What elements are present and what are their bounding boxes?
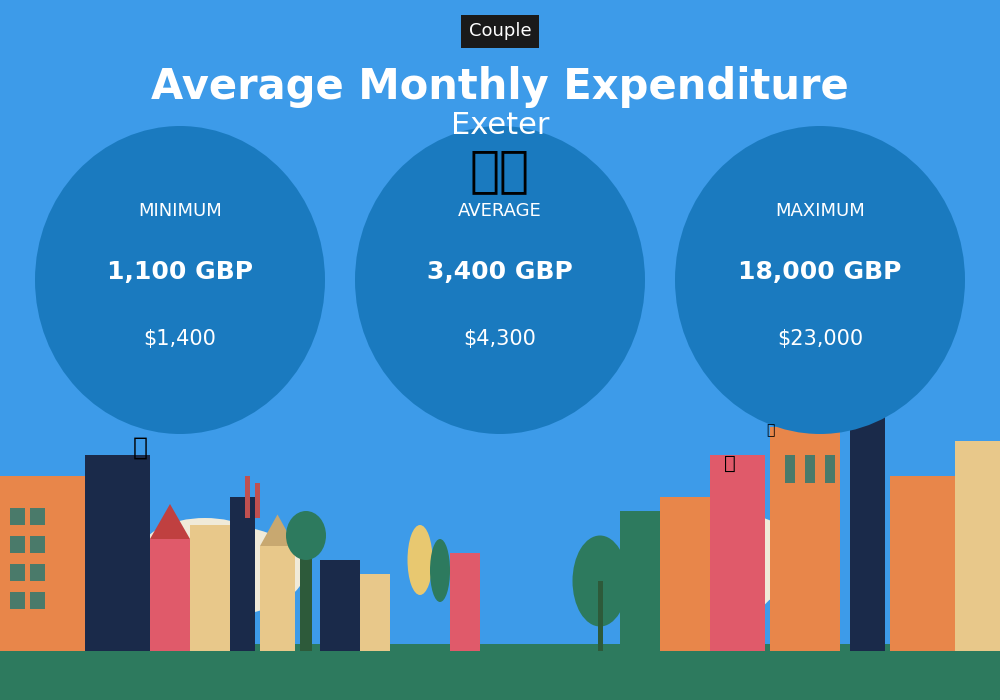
Text: MINIMUM: MINIMUM	[138, 202, 222, 220]
Ellipse shape	[408, 525, 432, 595]
Polygon shape	[30, 508, 45, 525]
Text: 18,000 GBP: 18,000 GBP	[738, 260, 902, 284]
Ellipse shape	[286, 511, 326, 560]
Polygon shape	[0, 644, 1000, 700]
Polygon shape	[850, 406, 885, 651]
Text: 🌿: 🌿	[766, 423, 774, 437]
Polygon shape	[30, 536, 45, 553]
Polygon shape	[620, 511, 660, 651]
Polygon shape	[190, 525, 230, 651]
Polygon shape	[890, 476, 955, 651]
Polygon shape	[785, 455, 795, 483]
Polygon shape	[770, 427, 840, 651]
Polygon shape	[598, 581, 603, 651]
Polygon shape	[10, 536, 25, 553]
Ellipse shape	[635, 511, 805, 609]
Polygon shape	[260, 546, 295, 651]
Text: 🌿: 🌿	[132, 436, 148, 460]
Ellipse shape	[430, 539, 450, 602]
Text: $1,400: $1,400	[144, 328, 216, 349]
Text: 🇬🇧: 🇬🇧	[470, 148, 530, 195]
Polygon shape	[10, 564, 25, 581]
Polygon shape	[30, 592, 45, 609]
Text: Average Monthly Expenditure: Average Monthly Expenditure	[151, 66, 849, 108]
Polygon shape	[150, 504, 190, 539]
Text: $23,000: $23,000	[777, 328, 863, 349]
Polygon shape	[710, 455, 765, 651]
Ellipse shape	[355, 126, 645, 434]
Text: 3,400 GBP: 3,400 GBP	[427, 260, 573, 284]
Polygon shape	[300, 553, 312, 651]
Ellipse shape	[135, 525, 305, 616]
Ellipse shape	[35, 126, 325, 434]
Polygon shape	[260, 514, 295, 546]
Polygon shape	[805, 455, 815, 483]
Polygon shape	[150, 539, 190, 651]
Polygon shape	[825, 455, 835, 483]
Ellipse shape	[572, 536, 628, 626]
Polygon shape	[360, 574, 390, 651]
Ellipse shape	[140, 518, 270, 588]
Text: Couple: Couple	[469, 22, 531, 41]
Polygon shape	[255, 483, 260, 518]
Text: $4,300: $4,300	[464, 328, 536, 349]
Text: Exeter: Exeter	[451, 111, 549, 141]
Polygon shape	[230, 497, 255, 651]
Polygon shape	[955, 441, 1000, 651]
Text: 🌿: 🌿	[724, 454, 736, 473]
Polygon shape	[85, 455, 150, 651]
Polygon shape	[660, 497, 710, 651]
Polygon shape	[0, 476, 85, 651]
Polygon shape	[30, 564, 45, 581]
Polygon shape	[10, 508, 25, 525]
Polygon shape	[320, 560, 360, 651]
Ellipse shape	[675, 126, 965, 434]
Text: 1,100 GBP: 1,100 GBP	[107, 260, 253, 284]
Polygon shape	[10, 592, 25, 609]
Text: MAXIMUM: MAXIMUM	[775, 202, 865, 220]
Polygon shape	[450, 553, 480, 651]
Ellipse shape	[635, 546, 775, 623]
Text: AVERAGE: AVERAGE	[458, 202, 542, 220]
Polygon shape	[245, 476, 250, 518]
